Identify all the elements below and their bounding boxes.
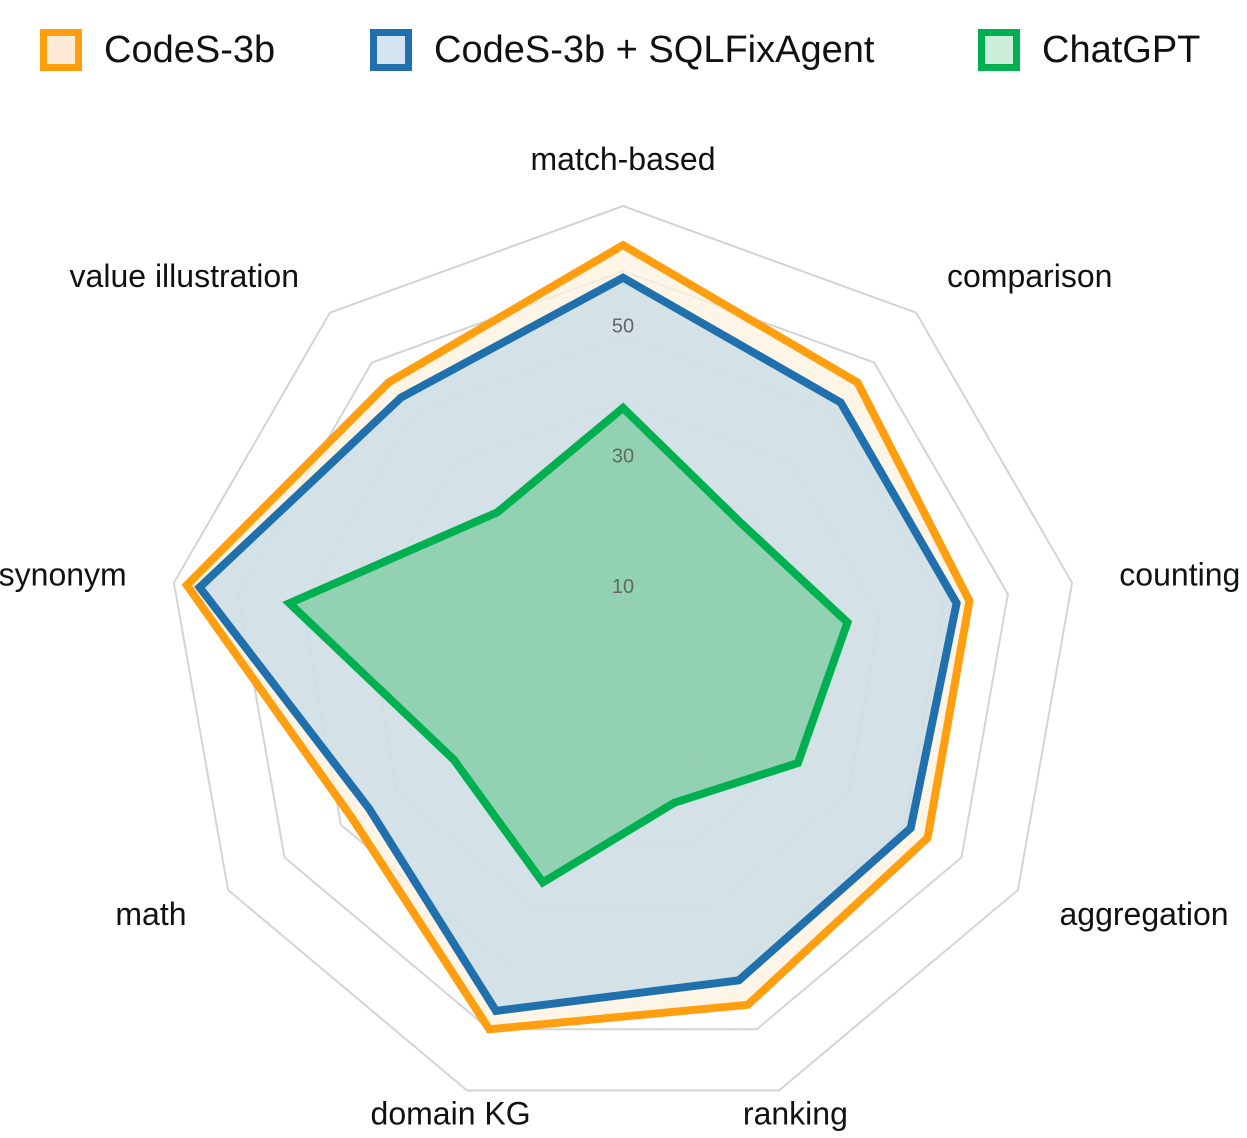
legend-swatch-codes-3b	[40, 29, 82, 71]
legend-item-codes-3b[interactable]: CodeS-3b	[40, 22, 275, 78]
axis-label-counting: counting	[1119, 557, 1240, 593]
legend-label-chatgpt: ChatGPT	[1042, 28, 1201, 71]
axis-label-synonym: synonym	[0, 557, 127, 593]
legend-swatch-codes-3b-sqlfixagent	[370, 29, 412, 71]
chart-legend: CodeS-3b CodeS-3b + SQLFixAgent ChatGPT	[40, 22, 1220, 78]
axis-label-math: math	[115, 896, 186, 932]
legend-item-codes-3b-sqlfixagent[interactable]: CodeS-3b + SQLFixAgent	[370, 22, 874, 78]
legend-item-chatgpt[interactable]: ChatGPT	[978, 22, 1200, 78]
legend-label-codes-3b: CodeS-3b	[104, 28, 276, 71]
axis-label-aggregation: aggregation	[1060, 896, 1229, 932]
tick-label-30: 30	[612, 446, 634, 468]
axis-label-domain-kg: domain KG	[371, 1096, 531, 1132]
axis-label-comparison: comparison	[947, 258, 1112, 294]
tick-label-50: 50	[612, 315, 634, 337]
grid-ring-70	[172, 204, 1074, 1092]
series-line-1	[194, 273, 961, 1016]
legend-swatch-chatgpt	[978, 29, 1020, 71]
legend-label-codes-3b-sqlfixagent: CodeS-3b + SQLFixAgent	[434, 28, 875, 71]
series-line-2	[282, 402, 853, 888]
axis-label-match-based: match-based	[531, 141, 716, 177]
series-area-2	[289, 407, 848, 883]
axis-label-ranking: ranking	[743, 1096, 848, 1132]
axis-label-value-illustration: value illustration	[70, 258, 299, 294]
series-line-0	[181, 240, 974, 1034]
tick-label-10: 10	[612, 576, 634, 598]
